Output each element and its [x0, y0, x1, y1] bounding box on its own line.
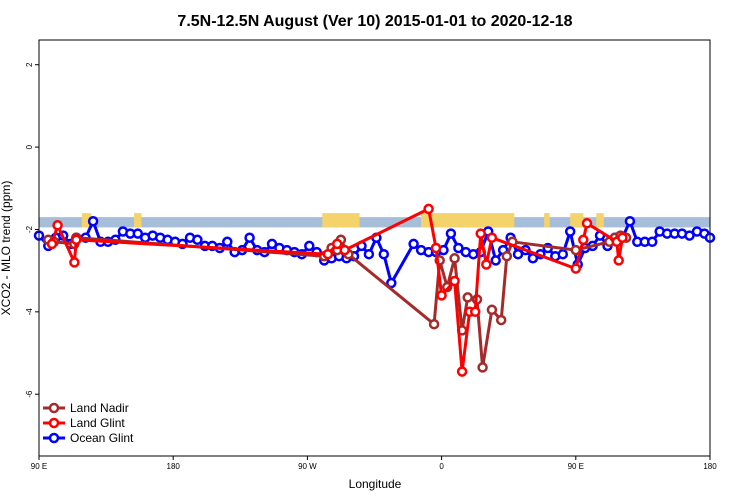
ocean-glint-point [646, 236, 658, 248]
land-nadir-point [477, 362, 488, 373]
land-glint-point [486, 232, 498, 243]
x-tick-label: 90 W [298, 462, 317, 471]
land-nadir-point [495, 314, 507, 326]
ocean-glint-point [453, 242, 464, 254]
land-band [421, 213, 515, 228]
y-tick-label: -6 [25, 390, 34, 398]
ocean-glint-point [512, 248, 524, 260]
legend-label: Land Nadir [70, 401, 129, 415]
land-glint-point [436, 290, 447, 301]
land-glint-point [331, 238, 343, 250]
legend-swatch-marker [48, 417, 60, 429]
land-glint-point [617, 232, 628, 243]
x-tick-label: 0 [439, 462, 444, 471]
land-glint-point [581, 218, 593, 229]
y-axis-label: XCO2 - MLO trend (ppm) [0, 181, 13, 316]
x-axis: 90 E 180 90 W 0 90 E 180 [31, 456, 717, 471]
ocean-glint-point [557, 248, 569, 260]
ocean-glint-point [408, 238, 419, 250]
x-tick-label: 180 [703, 462, 717, 471]
y-tick-label: -2 [25, 225, 34, 233]
ocean-glint-point [378, 248, 390, 260]
plot-area [33, 203, 716, 377]
land-glint-point [481, 259, 492, 270]
land-band [134, 213, 142, 228]
y-axis: 2 0 -2 -4 -6 [25, 62, 39, 398]
land-glint-point [339, 244, 350, 256]
x-tick-label: 180 [167, 462, 181, 471]
ocean-glint-point [490, 255, 501, 266]
ocean-glint-point [684, 230, 695, 241]
ocean-glint-point [192, 234, 203, 246]
land-nadir-point [501, 250, 513, 262]
land-glint-point [52, 220, 63, 231]
y-tick-label: -4 [25, 308, 34, 316]
y-tick-label: 2 [25, 62, 34, 67]
x-tick-label: 90 E [568, 462, 584, 471]
ocean-glint-point [132, 228, 144, 239]
x-axis-label: Longitude [349, 477, 402, 491]
land-glint-point [469, 306, 481, 318]
land-band [596, 213, 604, 228]
legend-item-land-nadir: Land Nadir [43, 401, 129, 415]
x-tick-label: 90 E [31, 462, 47, 471]
land-band [81, 213, 92, 228]
land-nadir-point [462, 292, 473, 303]
plot-frame [38, 39, 711, 457]
land-glint-point [71, 234, 82, 246]
ocean-glint-point [266, 238, 278, 250]
land-glint-point [322, 248, 334, 260]
legend-label: Land Glint [70, 416, 125, 430]
land-nadir-point [428, 318, 440, 330]
ocean-band [39, 217, 710, 228]
land-band [544, 213, 550, 228]
y-tick-label: 0 [25, 144, 34, 149]
land-glint-point [570, 263, 582, 274]
chart-title: 7.5N-12.5N August (Ver 10) 2015-01-01 to… [177, 13, 572, 30]
land-nadir-point [449, 253, 460, 264]
legend-swatch-marker [48, 432, 60, 444]
ocean-glint-point [244, 232, 255, 243]
land-glint-point [613, 255, 624, 266]
land-band [570, 213, 584, 228]
land-glint-point [578, 234, 589, 246]
legend-label: Ocean Glint [70, 431, 134, 445]
ocean-glint-point [564, 226, 576, 237]
land-glint-point [430, 242, 442, 254]
land-glint-point [46, 238, 58, 250]
ocean-glint-point [624, 215, 636, 227]
legend-swatch-marker [48, 402, 60, 414]
ocean-glint-point [386, 277, 397, 289]
ocean-glint-point [445, 228, 457, 239]
legend-item-land-glint: Land Glint [43, 416, 125, 430]
land-glint-point [475, 228, 486, 239]
series-land-glint [46, 203, 628, 377]
ocean-glint-point [363, 248, 375, 260]
land-band [322, 213, 360, 228]
land-glint-point [423, 203, 434, 215]
land-glint-point [456, 366, 468, 377]
land-nadir-point [486, 304, 498, 316]
land-glint-point [69, 257, 80, 268]
land-glint-point [449, 275, 460, 287]
ocean-glint-point [222, 236, 233, 248]
ocean-glint-point [87, 215, 99, 227]
ocean-glint-point [304, 240, 315, 252]
legend-item-ocean-glint: Ocean Glint [43, 431, 134, 445]
